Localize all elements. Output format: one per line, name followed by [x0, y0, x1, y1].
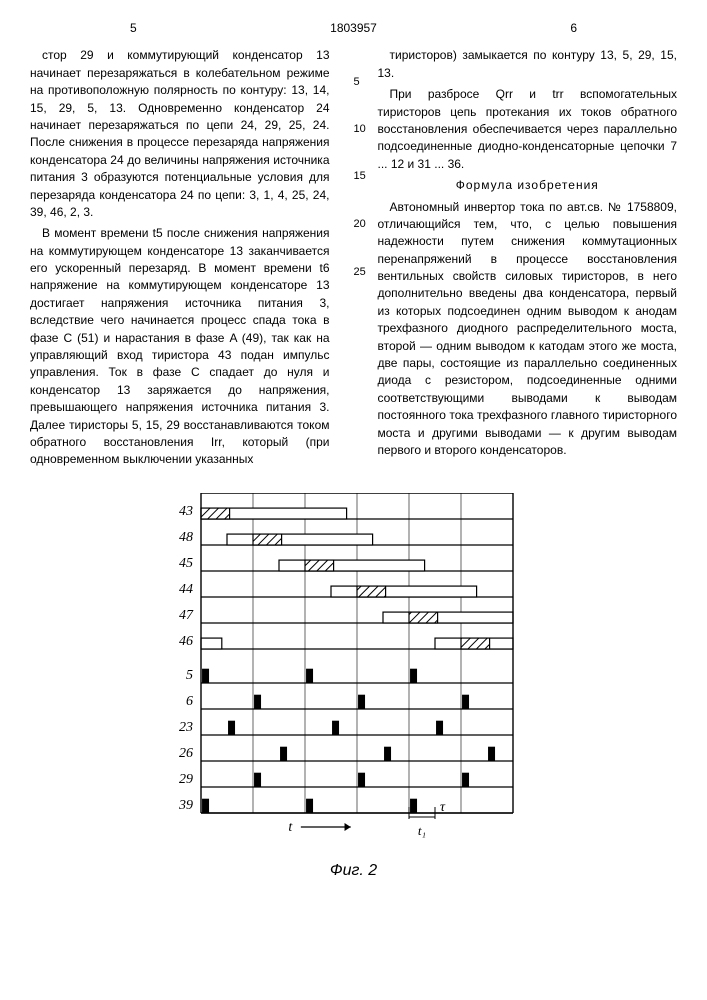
left-column: стор 29 и коммутирующий конденсатор 13 н… — [30, 47, 330, 472]
text-columns: стор 29 и коммутирующий конденсатор 13 н… — [30, 47, 677, 472]
svg-text:48: 48 — [179, 530, 193, 545]
page-number-right: 6 — [570, 20, 577, 37]
svg-text:6: 6 — [186, 694, 193, 709]
left-paragraph-1: стор 29 и коммутирующий конденсатор 13 н… — [30, 47, 330, 221]
figure-area: 4348454447465623262939tτt₁ — [30, 493, 677, 853]
svg-text:43: 43 — [179, 504, 193, 519]
line-marker: 15 — [354, 169, 366, 185]
page-header: 5 1803957 6 — [30, 20, 677, 37]
svg-text:5: 5 — [186, 668, 193, 683]
svg-text:t: t — [288, 820, 293, 835]
line-marker: 10 — [354, 122, 366, 138]
line-marker: 20 — [354, 217, 366, 233]
svg-text:45: 45 — [179, 556, 193, 571]
page-number-left: 5 — [130, 20, 137, 37]
figure-label: Фиг. 2 — [30, 859, 677, 882]
line-marker: 25 — [354, 265, 366, 281]
formula-title: Формула изобретения — [378, 177, 678, 194]
document-number: 1803957 — [330, 20, 377, 37]
svg-text:39: 39 — [178, 798, 193, 813]
svg-text:47: 47 — [179, 608, 194, 623]
right-paragraph-2: При разбросе Qrr и trr вспомогательных т… — [378, 86, 678, 173]
svg-text:29: 29 — [179, 772, 193, 787]
svg-text:t₁: t₁ — [417, 823, 425, 838]
line-marker: 5 — [354, 75, 360, 91]
right-paragraph-3: Автономный инвертор тока по авт.св. № 17… — [378, 199, 678, 460]
svg-text:44: 44 — [179, 582, 193, 597]
svg-text:46: 46 — [179, 634, 193, 649]
svg-text:23: 23 — [179, 720, 193, 735]
svg-text:26: 26 — [179, 746, 193, 761]
timing-diagram: 4348454447465623262939tτt₁ — [165, 493, 543, 853]
right-paragraph-1: тиристоров) замыкается по контуру 13, 5,… — [378, 47, 678, 82]
right-column: тиристоров) замыкается по контуру 13, 5,… — [378, 47, 678, 472]
left-paragraph-2: В момент времени t5 после снижения напря… — [30, 225, 330, 468]
